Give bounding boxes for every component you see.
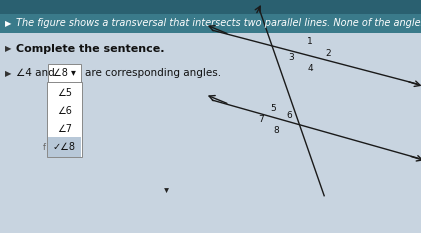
Text: 4: 4 bbox=[308, 64, 314, 73]
Text: 5: 5 bbox=[270, 104, 276, 113]
Text: 1: 1 bbox=[307, 38, 313, 46]
FancyBboxPatch shape bbox=[0, 0, 421, 16]
Text: f: f bbox=[43, 143, 46, 152]
Text: are corresponding angles.: are corresponding angles. bbox=[85, 69, 221, 78]
Text: The figure shows a transversal that intersects two parallel lines. None of the a: The figure shows a transversal that inte… bbox=[16, 18, 421, 28]
Text: Complete the sentence.: Complete the sentence. bbox=[16, 44, 165, 54]
Text: ▴: ▴ bbox=[164, 185, 169, 195]
FancyBboxPatch shape bbox=[47, 82, 82, 157]
Text: 3: 3 bbox=[288, 53, 294, 62]
Text: 2: 2 bbox=[325, 49, 331, 58]
Text: 6: 6 bbox=[286, 111, 292, 120]
Text: 8: 8 bbox=[273, 126, 279, 135]
FancyBboxPatch shape bbox=[48, 137, 81, 157]
Text: 7: 7 bbox=[258, 115, 264, 124]
FancyBboxPatch shape bbox=[0, 14, 421, 33]
Text: ▶: ▶ bbox=[5, 19, 11, 28]
Text: ∠4 and: ∠4 and bbox=[16, 69, 55, 78]
Text: ∠8 ▾: ∠8 ▾ bbox=[53, 69, 76, 78]
Text: ▶: ▶ bbox=[5, 69, 11, 78]
Text: ▶: ▶ bbox=[5, 45, 11, 53]
FancyBboxPatch shape bbox=[48, 64, 81, 83]
Text: ✓∠8: ✓∠8 bbox=[53, 142, 76, 152]
Text: ∠6: ∠6 bbox=[57, 106, 72, 116]
Text: ∠5: ∠5 bbox=[57, 88, 72, 97]
Text: ∠7: ∠7 bbox=[57, 124, 72, 134]
